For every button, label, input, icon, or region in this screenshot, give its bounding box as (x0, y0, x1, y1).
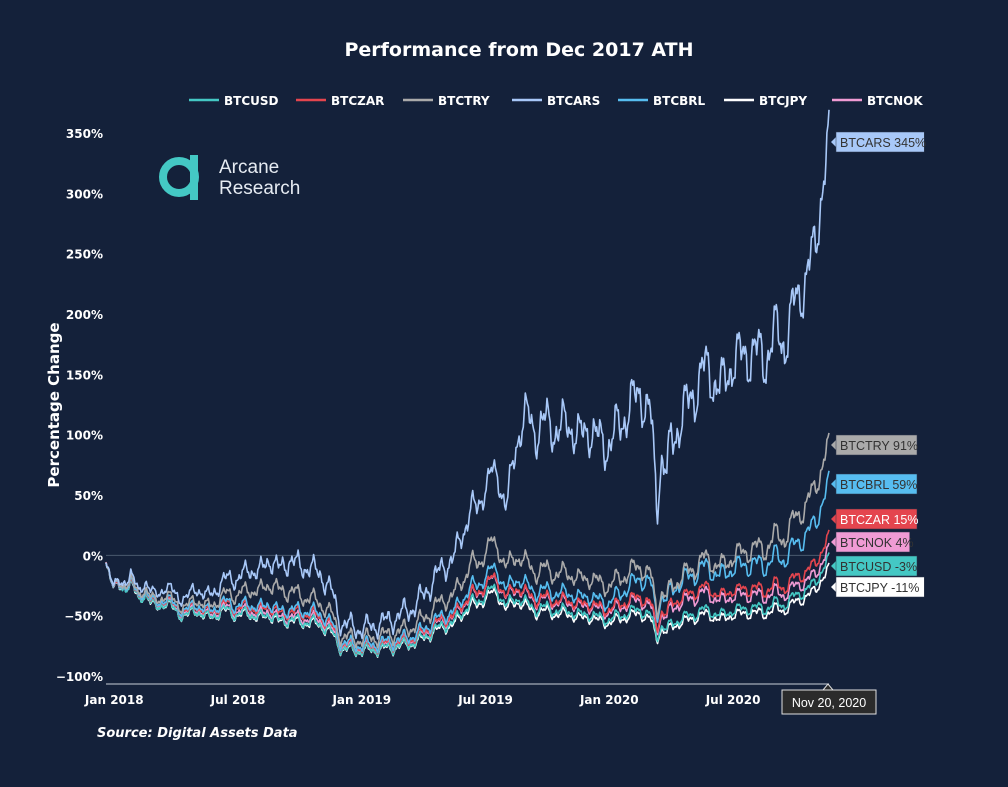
y-tick-label: 200% (66, 308, 103, 322)
legend-item-btctry[interactable]: BTCTRY (403, 94, 490, 108)
legend-item-btcnok[interactable]: BTCNOK (832, 94, 923, 108)
hover-date-text: Nov 20, 2020 (792, 696, 866, 710)
end-label-btcars: BTCARS 345% (831, 131, 926, 153)
y-tick-label: 250% (66, 248, 103, 262)
end-label-btctry: BTCTRY 91% (831, 434, 918, 456)
arcane-research-logo: Arcane Research (159, 155, 300, 200)
end-label-text: BTCJPY -11% (840, 581, 919, 595)
x-tick-label: Jul 2019 (457, 693, 513, 707)
legend-item-btcjpy[interactable]: BTCJPY (724, 94, 807, 108)
y-tick-label: 0% (83, 549, 103, 563)
x-tick-label: Jul 2020 (705, 693, 761, 707)
end-label-text: BTCTRY 91% (840, 439, 918, 453)
end-label-btcnok: BTCNOK 4% (831, 531, 914, 553)
end-label-btcbrl: BTCBRL 59% (831, 473, 917, 495)
end-label-text: BTCZAR 15% (840, 513, 919, 527)
end-label-btczar: BTCZAR 15% (831, 508, 919, 530)
y-axis-title: Percentage Change (45, 322, 63, 487)
end-label-btcjpy: BTCJPY -11% (831, 576, 925, 598)
x-tick-label: Jan 2019 (331, 693, 391, 707)
series-line-btcbrl (105, 470, 830, 654)
x-tick-label: Jan 2018 (84, 693, 144, 707)
chart-title: Performance from Dec 2017 ATH (344, 39, 693, 61)
legend-item-btcbrl[interactable]: BTCBRL (618, 94, 706, 108)
source-note: Source: Digital Assets Data (97, 726, 298, 741)
x-axis: Jan 2018 Jul 2018 Jan 2019 Jul 2019 Jan 2020… (84, 693, 761, 707)
x-tick-label: Jan 2020 (579, 693, 639, 707)
legend-item-btcars[interactable]: BTCARS (512, 94, 600, 108)
end-label-text: BTCUSD -3% (840, 560, 917, 574)
logo-text-line2: Research (219, 178, 300, 199)
y-tick-label: 300% (66, 187, 103, 201)
legend-label: BTCJPY (759, 94, 807, 108)
hover-date-marker: Nov 20, 2020 (781, 683, 877, 715)
series-lines (105, 109, 830, 658)
y-tick-label: −100% (56, 670, 103, 684)
end-label-btcusd: BTCUSD -3% (831, 555, 918, 577)
logo-text-line1: Arcane (219, 157, 279, 178)
end-label-text: BTCNOK 4% (840, 536, 914, 550)
end-labels: BTCUSD -3% BTCZAR 15% BTCTRY 91% BTCARS 345… (831, 131, 926, 598)
legend[interactable]: BTCUSD BTCZAR BTCTRY BTCARS BTCBRL BTCJPY BTCN… (189, 94, 923, 108)
y-tick-label: 350% (66, 127, 103, 141)
end-label-text: BTCBRL 59% (840, 478, 917, 492)
series-line-btctry (105, 432, 830, 649)
legend-label: BTCNOK (867, 94, 923, 108)
end-label-text: BTCARS 345% (840, 136, 926, 150)
legend-label: BTCBRL (653, 94, 706, 108)
y-tick-label: 50% (74, 489, 103, 503)
arcane-logo-icon (159, 155, 199, 200)
y-tick-label: −50% (64, 610, 103, 624)
y-axis: 350% 300% 250% 200% 150% 100% 50% 0% −50% −100% (56, 127, 103, 684)
legend-item-btcusd[interactable]: BTCUSD (189, 94, 279, 108)
y-tick-label: 100% (66, 429, 103, 443)
series-line-btcnok (105, 542, 830, 656)
legend-item-btczar[interactable]: BTCZAR (296, 94, 384, 108)
legend-label: BTCUSD (224, 94, 279, 108)
series-line-btcusd (105, 552, 830, 658)
x-tick-label: Jul 2018 (210, 693, 266, 707)
y-tick-label: 150% (66, 368, 103, 382)
series-line-btcars (105, 109, 830, 640)
legend-label: BTCZAR (331, 94, 384, 108)
legend-label: BTCTRY (438, 94, 490, 108)
legend-label: BTCARS (547, 94, 600, 108)
